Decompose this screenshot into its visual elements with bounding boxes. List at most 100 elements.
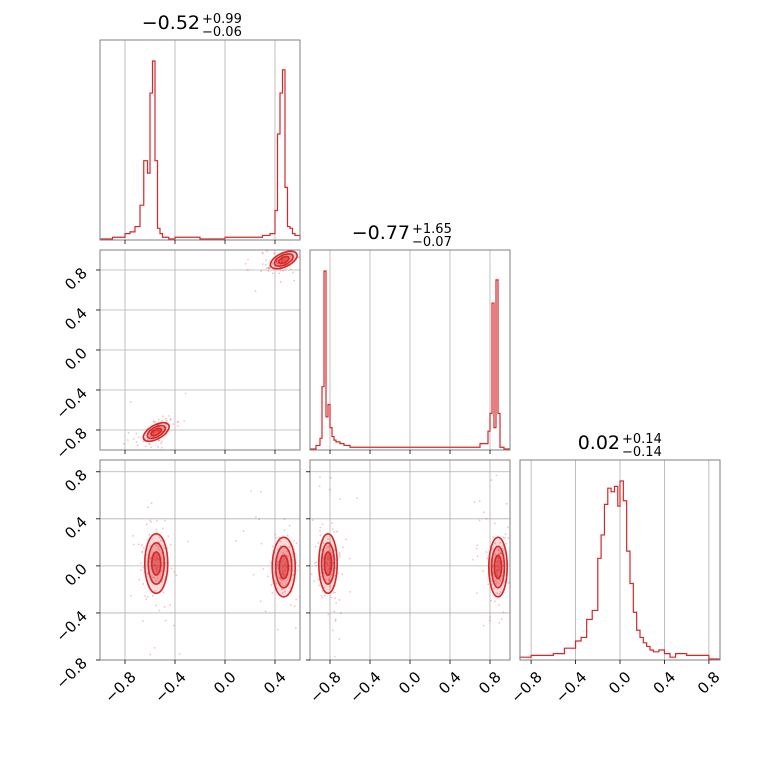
scatter-point	[500, 552, 502, 555]
scatter-point	[271, 592, 274, 594]
scatter-point	[331, 528, 334, 531]
scatter-point	[336, 530, 338, 533]
scatter-point	[297, 256, 300, 259]
scatter-point	[155, 519, 158, 522]
scatter-point	[495, 581, 498, 584]
scatter-point	[278, 536, 281, 539]
scatter-point	[149, 519, 152, 522]
scatter-point	[279, 577, 281, 580]
scatter-point	[172, 423, 175, 426]
scatter-point	[142, 583, 145, 585]
scatter-point	[129, 401, 132, 403]
scatter-point	[487, 583, 490, 586]
scatter-point	[482, 569, 484, 572]
scatter-point	[273, 252, 276, 255]
scatter-point	[284, 268, 287, 270]
histogram-step-1	[100, 60, 301, 240]
tick-label-y: 0.4	[61, 304, 91, 334]
scatter-point	[165, 419, 168, 422]
scatter-point	[328, 545, 331, 547]
scatter-point	[148, 443, 151, 446]
scatter-point	[286, 550, 288, 553]
scatter-point	[279, 540, 282, 543]
scatter-point	[242, 530, 245, 532]
scatter-point	[154, 590, 156, 592]
scatter-point	[274, 583, 277, 586]
scatter-point	[259, 600, 262, 603]
scatter-point	[153, 576, 156, 579]
scatter-point	[283, 518, 286, 521]
tick-label-x: 0.0	[605, 668, 635, 698]
scatter-point	[319, 526, 322, 529]
tick-label-y: −0.8	[52, 424, 90, 462]
scatter-point	[505, 542, 508, 545]
scatter-point	[494, 600, 496, 603]
scatter-point	[275, 582, 277, 584]
panel-frame-1-1	[99, 39, 301, 241]
panel-2-2: −0.77 +1.65 −0.07	[309, 222, 511, 451]
scatter-point	[319, 476, 321, 479]
scatter-point	[279, 269, 282, 272]
scatter-point	[289, 604, 292, 607]
scatter-point	[330, 574, 332, 576]
scatter-point	[276, 262, 279, 265]
scatter-point	[476, 544, 479, 547]
scatter-point	[488, 616, 491, 619]
scatter-point	[152, 420, 155, 422]
scatter-point	[127, 431, 130, 434]
scatter-point	[276, 587, 279, 590]
scatter-point	[478, 519, 481, 522]
scatter-point	[152, 576, 154, 579]
scatter-point	[321, 596, 324, 599]
scatter-point	[276, 564, 279, 567]
scatter-point	[276, 262, 279, 265]
scatter-point	[150, 502, 153, 505]
scatter-point	[282, 552, 284, 554]
scatter-point	[314, 562, 316, 565]
scatter-point	[267, 267, 270, 270]
scatter-point	[135, 441, 138, 443]
scatter-point	[286, 555, 289, 557]
scatter-point	[502, 549, 505, 551]
scatter-point	[254, 516, 257, 518]
scatter-point	[310, 573, 313, 576]
scatter-point	[338, 554, 341, 556]
scatter-point	[329, 585, 332, 588]
scatter-point	[160, 569, 163, 572]
scatter-point	[146, 548, 149, 550]
scatter-point	[137, 543, 140, 546]
title-1-plus: +0.99	[202, 12, 242, 27]
scatter-point	[293, 279, 296, 282]
scatter-point	[157, 446, 159, 448]
scatter-point	[499, 541, 501, 544]
scatter-point	[270, 584, 273, 586]
scatter-point	[142, 620, 144, 623]
scatter-point	[478, 500, 481, 502]
scatter-point	[172, 624, 175, 627]
scatter-point	[503, 537, 506, 539]
tick-label-x: 0.0	[395, 668, 425, 698]
scatter-point	[293, 605, 296, 608]
scatter-point	[158, 439, 160, 442]
scatter-point	[278, 576, 281, 579]
scatter-point	[485, 517, 488, 520]
scatter-point	[246, 269, 249, 271]
title-2-plus: +1.65	[412, 222, 452, 237]
scatter-point	[261, 251, 264, 254]
scatter-point	[132, 438, 135, 440]
scatter-point	[164, 519, 167, 522]
scatter-point	[348, 557, 351, 560]
scatter-point	[332, 561, 334, 564]
scatter-point	[322, 556, 325, 559]
scatter-point	[325, 578, 327, 581]
scatter-point	[158, 536, 161, 539]
scatter-point	[291, 271, 294, 274]
scatter-point	[292, 558, 294, 561]
scatter-point	[168, 604, 171, 607]
scatter-point	[330, 522, 333, 525]
density-contour	[493, 554, 503, 580]
scatter-point	[337, 572, 340, 575]
scatter-point	[338, 551, 341, 554]
scatter-point	[150, 520, 152, 523]
